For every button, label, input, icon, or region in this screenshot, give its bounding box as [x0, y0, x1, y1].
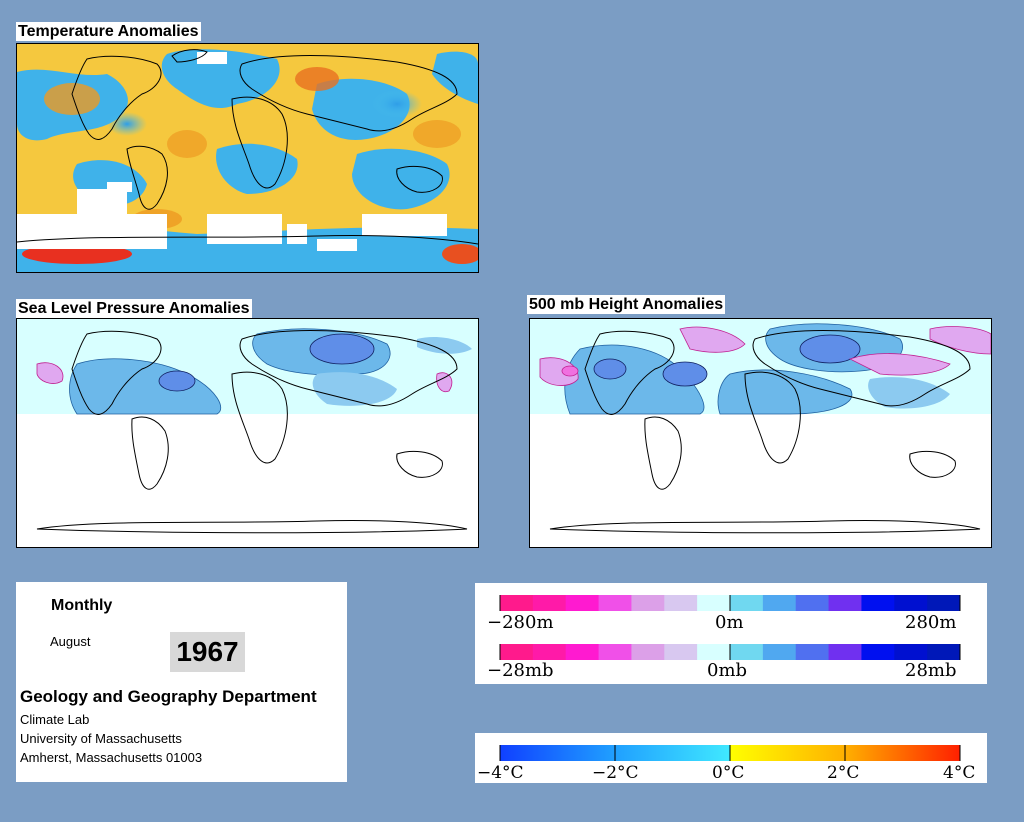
colorbar-segment: [894, 644, 928, 660]
info-panel: Monthly August 1967 Geology and Geograph…: [16, 582, 347, 782]
height-pressure-legend: −280m 0m 280m −28mb 0mb 28mb: [475, 583, 987, 684]
colorbar-segment: [565, 644, 600, 660]
colorbar-segment: [927, 644, 961, 660]
colorbar-segment: [730, 644, 764, 660]
colorbar-segment: [697, 595, 731, 611]
height-label-zero: 0m: [715, 612, 744, 633]
colorbar-segment: [894, 595, 928, 611]
period-label: Monthly: [51, 597, 113, 614]
colorbar-segment: [565, 595, 600, 611]
colorbar-segment: [762, 644, 797, 660]
colorbar-segment: [861, 595, 895, 611]
colorbar-segment: [861, 644, 895, 660]
colorbar-segment: [795, 595, 830, 611]
pressure-label-max: 28mb: [905, 660, 957, 681]
colorbar-segment: [532, 595, 567, 611]
colorbar-segment: [631, 644, 665, 660]
colorbar-segment: [598, 595, 632, 611]
temp-label-minus4: −4°C: [477, 763, 524, 783]
year-label: 1967: [170, 632, 245, 672]
colorbar-segment: [828, 644, 862, 660]
pressure-colorbar: [499, 644, 961, 660]
address-label: Amherst, Massachusetts 01003: [20, 750, 203, 765]
colorbar-segment: [697, 644, 731, 660]
temperature-anomaly-map: [16, 43, 479, 273]
height-label-max: 280m: [905, 612, 956, 633]
height-label-min: −280m: [487, 612, 554, 633]
coastlines: [549, 330, 981, 534]
height500-panel-title: 500 mb Height Anomalies: [527, 295, 726, 314]
temperature-legend: −4°C −2°C 0°C 2°C 4°C: [475, 733, 987, 783]
temp-label-2: 2°C: [827, 763, 859, 783]
temperature-panel-title: Temperature Anomalies: [16, 22, 201, 41]
pressure-anomaly-contours: [36, 328, 472, 415]
slp-panel-title: Sea Level Pressure Anomalies: [16, 299, 252, 318]
colorbar-segment: [500, 644, 534, 660]
coastlines: [17, 49, 478, 245]
month-label: August: [50, 634, 91, 649]
temp-label-4: 4°C: [943, 763, 975, 783]
pressure-label-min: −28mb: [487, 660, 554, 681]
height-anomaly-contours: [539, 323, 991, 415]
colorbar-segment: [532, 644, 567, 660]
department-label: Geology and Geography Department: [20, 687, 317, 706]
colorbar-segment: [828, 595, 862, 611]
temp-label-zero: 0°C: [712, 763, 744, 783]
coastlines: [36, 330, 468, 534]
colorbar-segment: [762, 595, 797, 611]
height500-anomaly-map: [529, 318, 992, 548]
missing-data-regions: [17, 52, 447, 251]
university-label: University of Massachusetts: [20, 731, 182, 746]
colorbar-segment: [730, 595, 764, 611]
colorbar-segment: [598, 644, 632, 660]
temp-label-minus2: −2°C: [592, 763, 639, 783]
colorbar-segment: [500, 595, 534, 611]
height-colorbar: [499, 595, 961, 611]
colorbar-segment: [927, 595, 961, 611]
colorbar-segment: [664, 644, 698, 660]
colorbar-segment: [795, 644, 830, 660]
slp-anomaly-map: [16, 318, 479, 548]
colorbar-segment: [631, 595, 665, 611]
pressure-label-zero: 0mb: [707, 660, 747, 681]
lab-label: Climate Lab: [20, 712, 90, 727]
colorbar-segment: [664, 595, 698, 611]
